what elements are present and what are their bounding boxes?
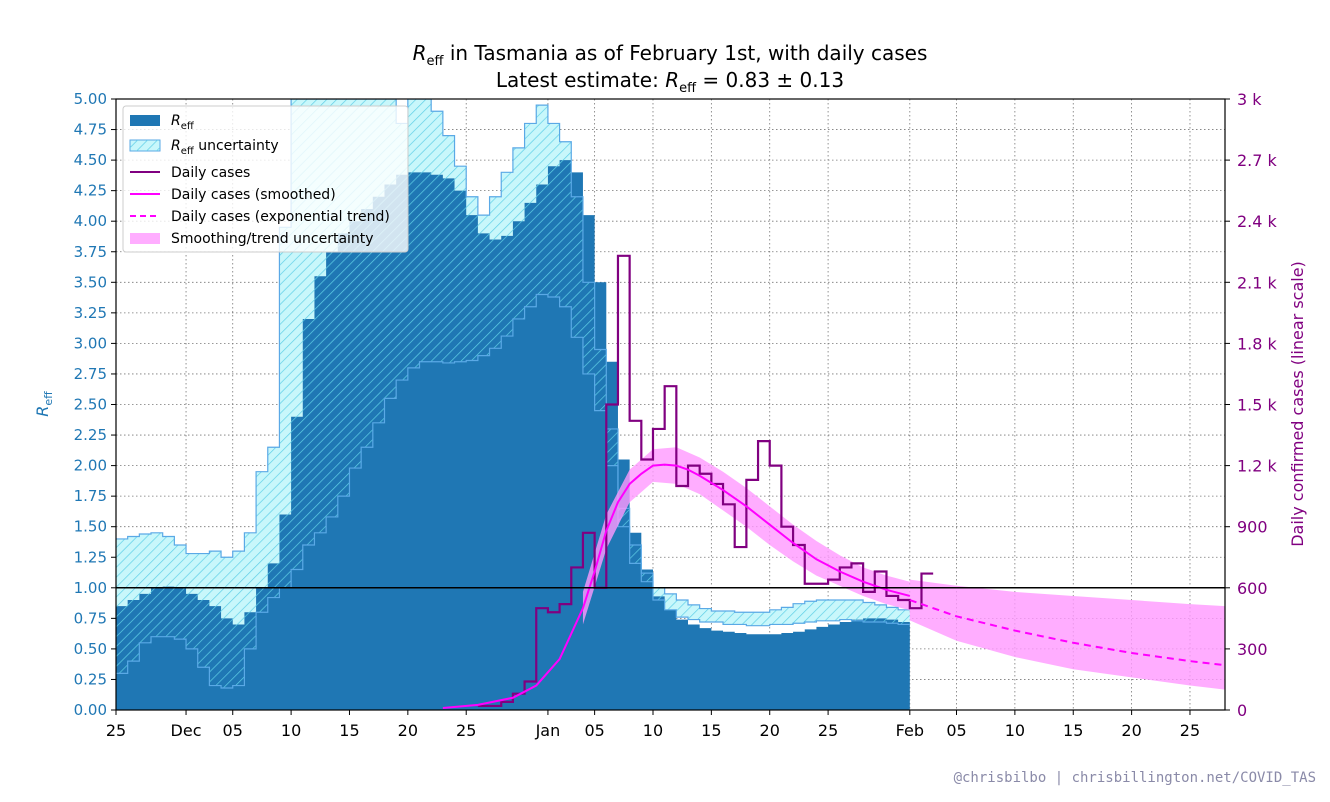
reff-uncertainty-upper-edge bbox=[116, 99, 910, 613]
left-axis-tick-label: 4.50 bbox=[74, 151, 107, 169]
legend-label-reff: Reff bbox=[171, 113, 195, 132]
right-axis-tick-label: 900 bbox=[1237, 518, 1268, 537]
right-axis-tick-label: 3 k bbox=[1237, 90, 1262, 109]
left-axis-tick-label: 2.00 bbox=[74, 457, 107, 475]
x-axis-tick-label: Jan bbox=[535, 721, 561, 740]
left-axis-tick-label: 3.50 bbox=[74, 273, 107, 291]
trend-cases-line bbox=[909, 599, 1225, 667]
x-axis-tick-label: 25 bbox=[106, 721, 126, 740]
right-axis-tick-label: 2.4 k bbox=[1237, 212, 1278, 231]
left-axis-tick-label: 3.75 bbox=[74, 243, 107, 261]
watermark: @chrisbilbo | chrisbillington.net/COVID_… bbox=[954, 770, 1316, 786]
x-axis-tick-label: 05 bbox=[946, 721, 966, 740]
x-axis-tick-label: 25 bbox=[818, 721, 838, 740]
right-axis-tick-label: 1.5 k bbox=[1237, 396, 1278, 415]
x-axis-tick-label: 10 bbox=[281, 721, 301, 740]
daily-cases-line bbox=[477, 254, 934, 708]
left-axis-tick-label: 0.00 bbox=[74, 701, 107, 719]
axes: 0.00 0.25 0.50 0.75 1.00 1.25 1.50 1.75 2.00 2.25… bbox=[74, 90, 1278, 740]
x-axis-tick-label: 05 bbox=[584, 721, 604, 740]
legend-label-smoothed: Daily cases (smoothed) bbox=[171, 187, 336, 203]
right-axis-tick-label: 0 bbox=[1237, 701, 1247, 720]
chart-title-line2: Latest estimate: Reff = 0.83 ± 0.13 bbox=[496, 68, 844, 96]
trend-uncertainty-band bbox=[909, 579, 1225, 690]
legend-label-reff-uncertainty: Reff uncertainty bbox=[171, 138, 279, 157]
left-axis-tick-label: 1.00 bbox=[74, 579, 107, 597]
legend-swatch-reff bbox=[130, 115, 160, 126]
right-axis-tick-label: 300 bbox=[1237, 640, 1268, 659]
x-axis-tick-label: 10 bbox=[1005, 721, 1025, 740]
legend-box bbox=[122, 105, 409, 253]
right-axis-tick-label: 600 bbox=[1237, 579, 1268, 598]
x-axis-tick-label: 05 bbox=[223, 721, 243, 740]
left-axis-tick-label: 3.25 bbox=[74, 304, 107, 322]
x-axis-tick-label: 15 bbox=[1063, 721, 1083, 740]
x-axis-tick-label: 20 bbox=[760, 721, 780, 740]
left-axis-tick-label: 2.25 bbox=[74, 426, 107, 444]
legend-label-trend: Daily cases (exponential trend) bbox=[171, 209, 390, 225]
left-axis-tick-label: 2.75 bbox=[74, 365, 107, 383]
x-axis-tick-label: 20 bbox=[1121, 721, 1141, 740]
smoothed-cases-line bbox=[442, 463, 911, 709]
x-axis-tick-label: 25 bbox=[1180, 721, 1200, 740]
x-axis-tick-label: 25 bbox=[456, 721, 476, 740]
legend-label-trend-uncertainty: Smoothing/trend uncertainty bbox=[171, 231, 374, 247]
left-axis-tick-label: 0.75 bbox=[74, 609, 107, 627]
left-axis-tick-label: 0.25 bbox=[74, 670, 107, 688]
cases-layer bbox=[442, 254, 1225, 709]
right-axis-tick-label: 1.8 k bbox=[1237, 334, 1278, 353]
left-axis-tick-label: 2.50 bbox=[74, 396, 107, 414]
left-axis-tick-label: 4.25 bbox=[74, 182, 107, 200]
legend: Reff Reff uncertainty Daily cases Daily … bbox=[122, 105, 409, 253]
right-axis-tick-label: 2.1 k bbox=[1237, 273, 1278, 292]
left-axis-tick-label: 4.00 bbox=[74, 212, 107, 230]
legend-swatch-reff-uncertainty-hatch bbox=[130, 140, 160, 151]
right-axis-label: Daily confirmed cases (linear scale) bbox=[1288, 261, 1307, 547]
left-axis-tick-label: 1.25 bbox=[74, 548, 107, 566]
left-axis-tick-label: 4.75 bbox=[74, 121, 107, 139]
x-axis-tick-label: 10 bbox=[643, 721, 663, 740]
x-axis-tick-label: 15 bbox=[701, 721, 721, 740]
left-axis-tick-label: 0.50 bbox=[74, 640, 107, 658]
left-axis-label: Reff bbox=[33, 391, 55, 417]
legend-swatch-trend-uncertainty bbox=[130, 233, 160, 244]
left-axis-tick-label: 1.50 bbox=[74, 518, 107, 536]
left-axis-tick-label: 3.00 bbox=[74, 334, 107, 352]
right-axis-tick-label: 2.7 k bbox=[1237, 151, 1278, 170]
chart-title-line1: Reff in Tasmania as of February 1st, wit… bbox=[413, 41, 928, 69]
left-axis-tick-label: 1.75 bbox=[74, 487, 107, 505]
x-axis-tick-label: Dec bbox=[171, 721, 202, 740]
x-axis-tick-label: 15 bbox=[339, 721, 359, 740]
reff-uncertainty-lower-edge bbox=[116, 293, 910, 689]
legend-label-daily-cases: Daily cases bbox=[171, 165, 250, 181]
right-axis-tick-label: 1.2 k bbox=[1237, 457, 1278, 476]
x-axis-tick-label: 20 bbox=[398, 721, 418, 740]
left-axis-tick-label: 5.00 bbox=[74, 90, 107, 108]
x-axis-tick-label: Feb bbox=[896, 721, 924, 740]
